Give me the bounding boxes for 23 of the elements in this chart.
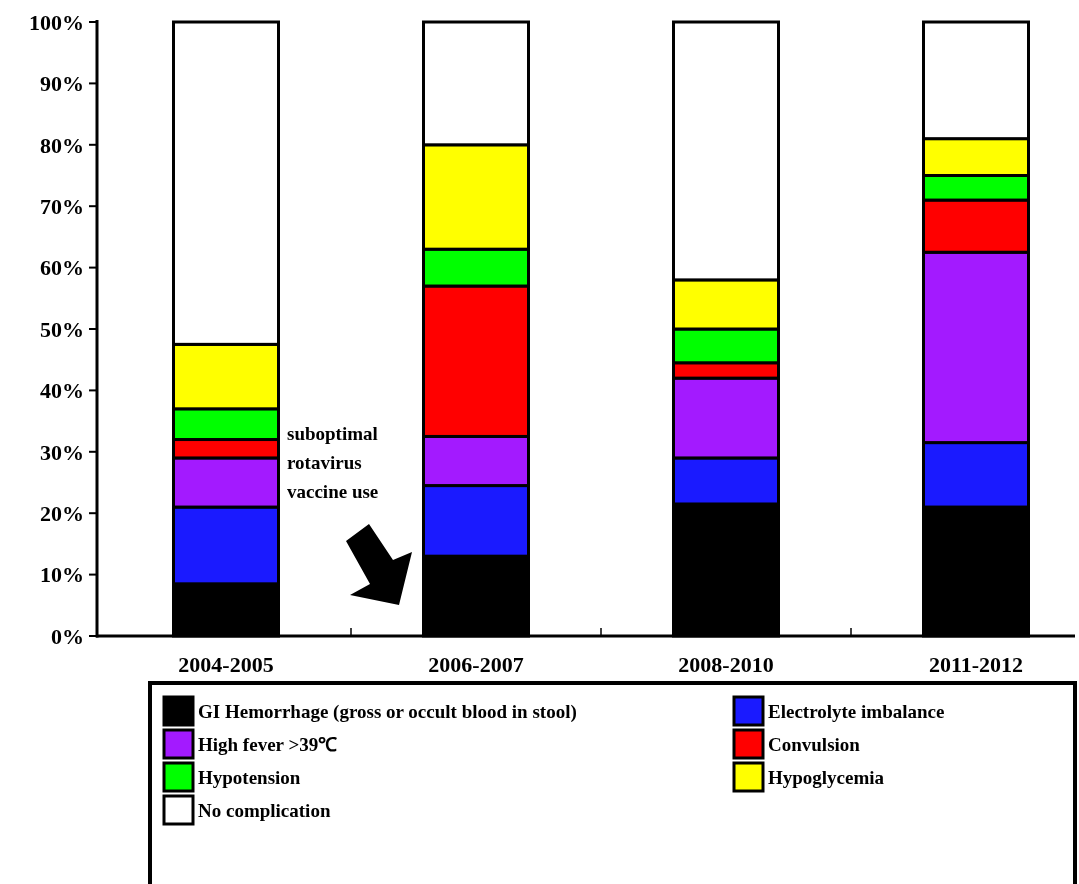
y-tick-label: 20% — [40, 500, 84, 526]
legend-label: Electrolyte imbalance — [768, 700, 945, 722]
y-tick-label: 70% — [40, 193, 84, 219]
x-tick-label: 2004-2005 — [178, 652, 274, 677]
legend-label: Convulsion — [768, 733, 861, 755]
annotation: suboptimal rotavirus vaccine use — [287, 423, 379, 502]
y-tick-label: 90% — [40, 71, 84, 97]
x-tick-label: 2011-2012 — [928, 652, 1024, 677]
y-tick-label: 10% — [40, 562, 84, 588]
legend-label: Hypotension — [198, 766, 301, 788]
x-tick-label: 2008-2010 — [678, 652, 774, 677]
y-tick-label: 80% — [40, 132, 84, 158]
y-tick-label: 40% — [40, 378, 84, 404]
y-tick-label: 0% — [51, 623, 84, 649]
y-tick-label: 60% — [40, 255, 84, 281]
y-tick-label: 100% — [29, 9, 84, 35]
legend-label: No complication — [198, 799, 331, 821]
legend-label: Hypoglycemia — [768, 766, 885, 788]
y-tick-label: 30% — [40, 439, 84, 465]
legend-label: GI Hemorrhage (gross or occult blood in stool) — [198, 700, 577, 723]
legend-label: High fever >39℃ — [198, 733, 338, 755]
y-tick-label: 50% — [40, 316, 84, 342]
x-tick-label: 2006-2007 — [428, 652, 524, 677]
